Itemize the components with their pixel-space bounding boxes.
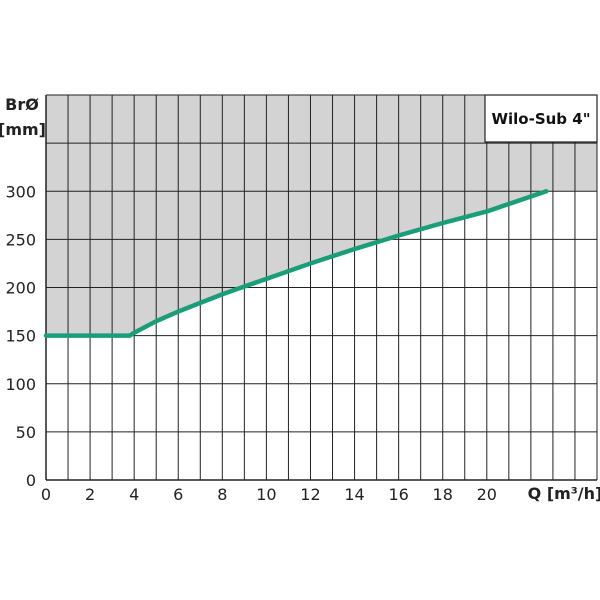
x-tick-label: 2 <box>85 485 95 504</box>
x-tick-label: 8 <box>217 485 227 504</box>
y-tick-label: 100 <box>5 375 36 394</box>
x-tick-label: 6 <box>173 485 183 504</box>
x-tick-label: 14 <box>344 485 364 504</box>
y-axis-unit: [mm] <box>0 120 46 139</box>
y-tick-label: 150 <box>5 327 36 346</box>
series-line-group <box>43 189 549 338</box>
y-tick-label: 50 <box>16 423 36 442</box>
x-tick-label: 0 <box>41 485 51 504</box>
x-tick-label: 20 <box>477 485 497 504</box>
x-axis-label: Q [m³/h] <box>528 484 600 503</box>
shaded-region <box>46 95 597 336</box>
chart-title: Wilo-Sub 4" <box>491 110 590 128</box>
x-tick-label: 4 <box>129 485 139 504</box>
series-line <box>43 189 549 338</box>
x-tick-label: 18 <box>433 485 453 504</box>
x-tick-label: 12 <box>300 485 320 504</box>
y-tick-label: 300 <box>5 182 36 201</box>
title-box <box>484 94 598 143</box>
x-tick-label: 16 <box>388 485 408 504</box>
y-tick-label: 0 <box>26 471 36 490</box>
y-axis-label: BrØ <box>5 95 39 114</box>
y-tick-label: 250 <box>5 230 36 249</box>
x-tick-label: 10 <box>256 485 276 504</box>
grid <box>45 94 598 481</box>
shaded-area <box>46 95 597 336</box>
y-tick-label: 200 <box>5 279 36 298</box>
